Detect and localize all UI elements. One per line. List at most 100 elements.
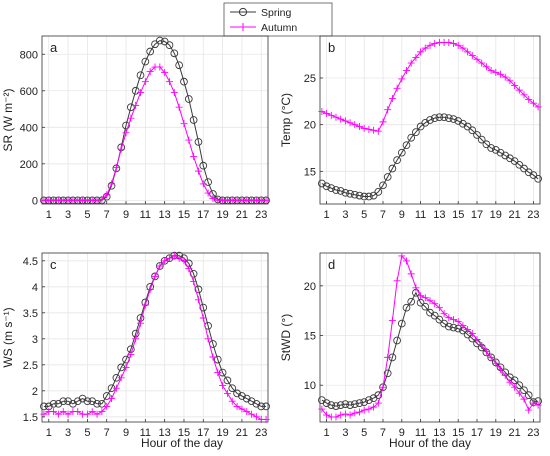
legend-label-spring: Spring	[261, 7, 292, 19]
data-point-autumn	[379, 383, 387, 391]
data-point-spring	[477, 135, 486, 144]
data-point-spring	[416, 122, 425, 131]
x-tick-label: 11	[415, 427, 426, 439]
data-point-spring	[520, 386, 528, 395]
y-tick-label: 2.5	[23, 360, 38, 372]
x-tick-label: 1	[324, 427, 330, 439]
data-point-autumn	[156, 262, 164, 270]
data-point-autumn	[454, 318, 462, 326]
x-tick-label: 11	[140, 209, 151, 221]
data-point-autumn	[194, 296, 202, 304]
series-line-autumn	[321, 42, 539, 132]
data-point-spring	[204, 178, 212, 186]
data-point-spring	[426, 116, 434, 124]
x-tick-label: 21	[508, 427, 520, 439]
data-point-autumn	[165, 254, 173, 262]
data-point-spring	[155, 36, 164, 45]
data-point-autumn	[534, 401, 542, 409]
data-point-spring	[454, 324, 463, 333]
data-point-spring	[520, 164, 528, 173]
y-tick-label: 15	[304, 166, 316, 178]
data-point-autumn	[534, 103, 542, 111]
y-tick-label: 2	[32, 386, 38, 398]
data-point-autumn	[487, 67, 495, 75]
data-point-spring	[194, 138, 203, 146]
data-point-autumn	[384, 106, 392, 114]
data-point-spring	[69, 399, 77, 408]
axes-frame	[41, 35, 269, 205]
x-tick-label: 1	[324, 209, 330, 221]
data-point-spring	[180, 77, 188, 86]
data-point-autumn	[426, 41, 434, 49]
data-point-spring	[233, 389, 241, 398]
data-point-spring	[346, 189, 354, 198]
data-point-autumn	[440, 310, 448, 318]
data-point-autumn	[473, 55, 481, 63]
data-point-autumn	[459, 322, 467, 330]
axes-frame	[319, 35, 541, 205]
data-point-autumn	[515, 389, 523, 397]
x-tick-label: 9	[123, 427, 129, 439]
x-tick-label: 9	[399, 427, 405, 439]
data-point-spring	[473, 131, 481, 139]
data-point-autumn	[412, 284, 420, 292]
data-point-autumn	[151, 272, 159, 280]
data-point-autumn	[117, 145, 125, 153]
data-point-spring	[322, 182, 331, 191]
data-point-spring	[336, 401, 345, 409]
data-point-spring	[93, 399, 101, 408]
series-line-spring	[321, 116, 539, 197]
data-point-autumn	[459, 44, 467, 52]
x-tick-label: 21	[236, 209, 248, 221]
y-tick-label: 3.5	[23, 308, 38, 320]
data-point-autumn	[468, 52, 476, 60]
data-point-spring	[360, 398, 369, 406]
x-tick-label: 1	[46, 427, 52, 439]
data-point-spring	[365, 192, 373, 201]
y-tick-label: 25	[304, 73, 316, 85]
y-tick-label: 15	[304, 331, 316, 343]
y-tick-label: 3	[32, 334, 38, 346]
x-tick-label: 23	[527, 209, 539, 221]
data-point-spring	[336, 187, 345, 195]
data-point-autumn	[170, 89, 178, 97]
data-point-autumn	[374, 127, 382, 135]
data-point-autumn	[214, 369, 222, 377]
data-point-autumn	[337, 115, 345, 123]
data-point-autumn	[525, 406, 533, 414]
data-point-autumn	[190, 278, 198, 286]
data-point-autumn	[501, 73, 509, 81]
data-point-spring	[416, 298, 425, 307]
data-point-autumn	[127, 114, 135, 122]
data-point-autumn	[180, 120, 188, 128]
data-point-autumn	[529, 99, 537, 107]
axes-frame	[41, 252, 269, 423]
data-point-autumn	[341, 410, 349, 418]
data-point-spring	[346, 401, 354, 409]
y-tick-label: 600	[20, 86, 38, 98]
x-tick-label: 13	[433, 427, 445, 439]
x-tick-label: 23	[255, 427, 267, 439]
y-tick-label: 10	[304, 380, 316, 392]
data-point-spring	[510, 376, 519, 385]
data-point-autumn	[332, 413, 340, 421]
data-point-spring	[252, 399, 261, 408]
data-point-autumn	[454, 41, 462, 49]
data-point-autumn	[473, 335, 481, 343]
data-point-autumn	[54, 410, 62, 418]
y-axis-label-c: WS (m s⁻¹)	[1, 307, 15, 367]
data-point-spring	[189, 116, 198, 124]
data-point-spring	[175, 61, 183, 70]
y-tick-label: 400	[20, 122, 38, 134]
data-point-autumn	[431, 300, 439, 308]
x-tick-label: 13	[159, 209, 171, 221]
data-point-spring	[402, 303, 411, 312]
y-tick-label: 1.5	[23, 412, 38, 424]
data-point-spring	[449, 323, 458, 332]
data-point-spring	[40, 402, 48, 411]
x-axis-label-right: Hour of the day	[389, 436, 471, 450]
data-point-autumn	[127, 350, 135, 358]
data-point-autumn	[511, 383, 519, 391]
data-point-spring	[430, 114, 439, 122]
data-point-autumn	[412, 53, 420, 61]
